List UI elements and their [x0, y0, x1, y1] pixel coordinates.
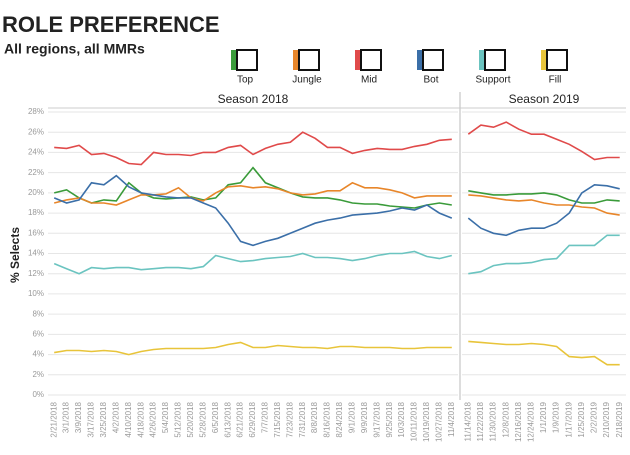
x-tick-label: 10/11/2018 — [410, 401, 419, 441]
legend-label: Top — [237, 75, 254, 86]
legend-icon — [360, 49, 382, 71]
y-tick-label: 24% — [28, 148, 44, 157]
series-line — [53, 174, 453, 247]
x-tick-label: 6/5/2018 — [211, 401, 220, 433]
legend-icon — [546, 49, 568, 71]
series-line — [467, 121, 620, 161]
x-tick-label: 5/28/2018 — [198, 401, 207, 437]
y-tick-label: 20% — [28, 188, 44, 197]
legend-swatch — [355, 50, 360, 70]
series-line — [54, 166, 452, 209]
legend-label: Jungle — [292, 75, 322, 86]
legend-swatch — [417, 50, 422, 70]
legend-label: Support — [475, 75, 510, 86]
x-tick-label: 5/12/2018 — [174, 401, 183, 437]
x-tick-label: 9/1/2018 — [348, 401, 357, 433]
y-tick-label: 12% — [28, 269, 44, 278]
legend-swatch — [541, 50, 546, 70]
y-tick-label: 18% — [28, 208, 44, 217]
legend-icon — [298, 49, 320, 71]
x-tick-label: 9/9/2018 — [360, 401, 369, 433]
y-tick-label: 0% — [32, 390, 44, 399]
y-tick-label: 2% — [32, 370, 44, 379]
series-line — [467, 183, 620, 237]
x-tick-label: 3/1/2018 — [62, 401, 71, 433]
title: ROLE PREFERENCE — [2, 12, 220, 37]
x-tick-label: 11/14/2018 — [463, 401, 472, 441]
x-tick-label: 9/25/2018 — [385, 401, 394, 437]
x-tick-label: 1/17/2019 — [564, 401, 573, 437]
x-tick-label: 7/31/2018 — [298, 401, 307, 437]
x-tick-label: 3/25/2018 — [99, 401, 108, 437]
series-line — [468, 190, 620, 204]
legend-swatch — [293, 50, 298, 70]
x-tick-label: 2/2/2019 — [590, 401, 599, 433]
y-tick-label: 16% — [28, 228, 44, 237]
x-tick-label: 6/13/2018 — [223, 401, 232, 437]
x-tick-label: 8/24/2018 — [335, 401, 344, 437]
x-tick-label: 6/21/2018 — [236, 401, 245, 437]
legend-icon — [236, 49, 258, 71]
x-tick-label: 7/7/2018 — [261, 401, 270, 433]
x-tick-label: 10/27/2018 — [434, 401, 443, 442]
x-tick-label: 7/23/2018 — [285, 401, 294, 437]
x-tick-label: 8/8/2018 — [310, 401, 319, 433]
x-tick-label: 11/22/2018 — [476, 401, 485, 441]
panel-title: Season 2019 — [509, 92, 580, 106]
x-tick-label: 4/18/2018 — [136, 401, 145, 437]
legend-label: Fill — [549, 75, 562, 86]
series-line — [54, 181, 452, 206]
x-tick-label: 12/24/2018 — [526, 401, 535, 442]
panel-title: Season 2018 — [218, 92, 289, 106]
legend-label: Bot — [423, 75, 438, 86]
x-tick-label: 2/18/2019 — [615, 401, 624, 437]
x-tick-label: 2/21/2018 — [49, 401, 58, 437]
series-line — [53, 250, 452, 275]
x-tick-label: 3/17/2018 — [87, 401, 96, 437]
x-tick-label: 5/4/2018 — [161, 401, 170, 433]
x-tick-label: 7/15/2018 — [273, 401, 282, 437]
x-tick-label: 8/16/2018 — [323, 401, 332, 437]
x-tick-label: 11/30/2018 — [489, 401, 498, 441]
x-tick-label: 4/10/2018 — [124, 401, 133, 437]
x-tick-label: 10/19/2018 — [422, 401, 431, 442]
x-tick-label: 9/17/2018 — [372, 401, 381, 437]
series-line — [468, 340, 620, 366]
x-tick-label: 1/1/2019 — [539, 401, 548, 433]
series-line — [468, 234, 620, 275]
legend-icon — [422, 49, 444, 71]
y-tick-label: 26% — [28, 127, 44, 136]
x-tick-label: 4/26/2018 — [149, 401, 158, 437]
y-tick-label: 28% — [28, 107, 44, 116]
x-tick-label: 11/4/2018 — [447, 401, 456, 437]
series-line — [54, 341, 452, 356]
legend-swatch — [231, 50, 236, 70]
x-tick-label: 5/20/2018 — [186, 401, 195, 437]
y-axis-label: % Selects — [8, 227, 22, 283]
x-tick-label: 10/3/2018 — [397, 401, 406, 437]
y-tick-label: 8% — [32, 309, 44, 318]
y-tick-label: 10% — [28, 289, 44, 298]
y-tick-label: 4% — [32, 350, 44, 359]
series-line — [468, 194, 620, 216]
legend-swatch — [479, 50, 484, 70]
y-tick-label: 22% — [28, 168, 44, 177]
legend-icon — [484, 49, 506, 71]
legend-label: Mid — [361, 75, 377, 86]
y-tick-label: 14% — [28, 249, 44, 258]
x-tick-label: 1/9/2019 — [552, 401, 561, 433]
y-tick-label: 6% — [32, 329, 44, 338]
x-tick-label: 12/16/2018 — [514, 401, 523, 442]
subtitle: All regions, all MMRs — [4, 41, 145, 57]
x-tick-label: 4/2/2018 — [111, 401, 120, 433]
x-tick-label: 1/25/2019 — [577, 401, 586, 437]
series-line — [54, 131, 452, 166]
x-tick-label: 12/8/2018 — [501, 401, 510, 437]
x-tick-label: 2/10/2019 — [602, 401, 611, 437]
x-tick-label: 3/9/2018 — [74, 401, 83, 433]
x-tick-label: 6/29/2018 — [248, 401, 257, 437]
